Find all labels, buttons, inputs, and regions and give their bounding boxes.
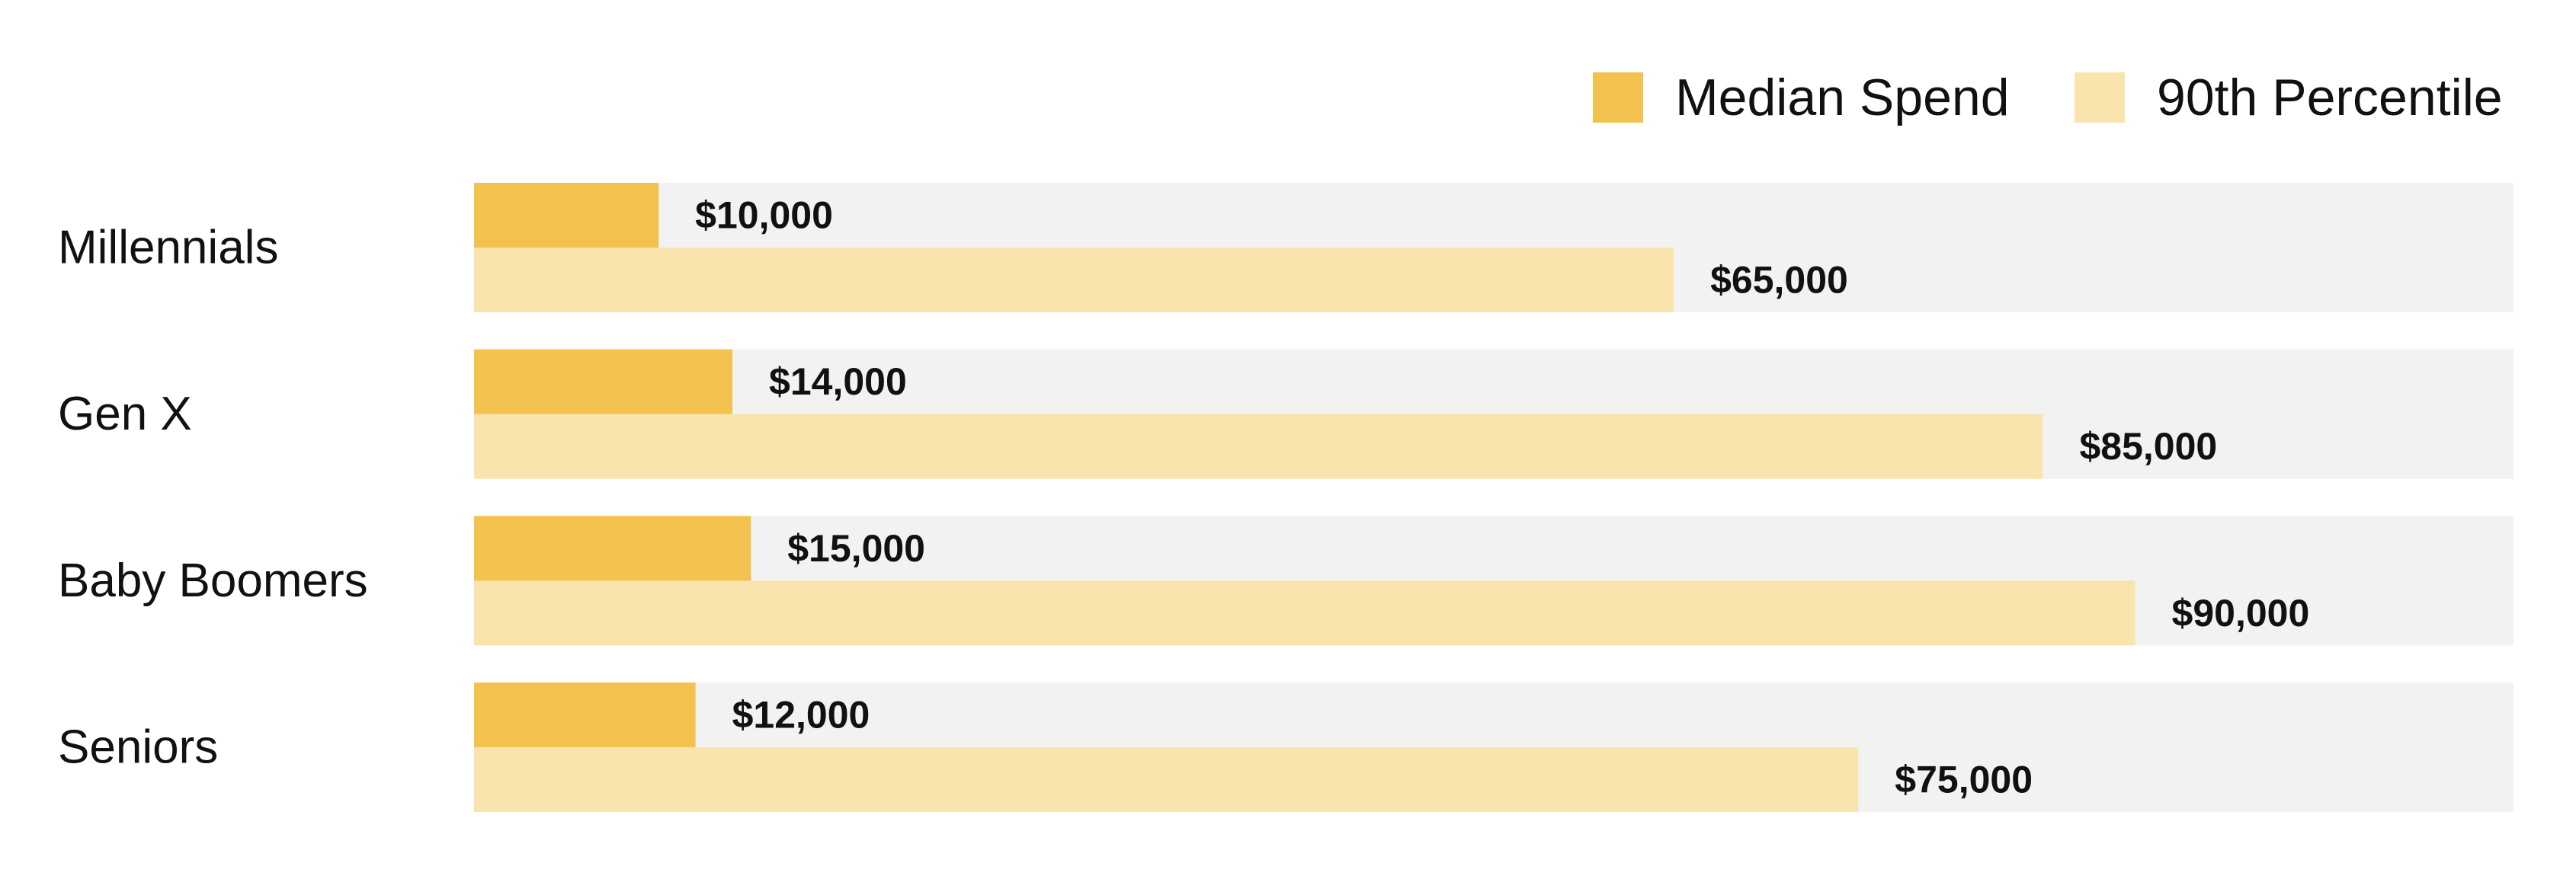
value-label: $14,000	[769, 360, 907, 403]
category-label: Seniors	[58, 721, 218, 774]
value-label: $65,000	[1710, 259, 1848, 302]
category-label: Gen X	[58, 388, 192, 440]
legend-swatch	[1593, 72, 1643, 123]
legend: Median Spend 90th Percentile	[1593, 69, 2503, 126]
legend-swatch	[2075, 72, 2125, 123]
legend-label: 90th Percentile	[2157, 69, 2503, 126]
bar-median-spend	[474, 682, 696, 748]
bars	[474, 183, 2135, 813]
bar-90th-percentile	[474, 747, 1859, 813]
category-label: Millennials	[58, 222, 278, 274]
labels: Millennials $10,000 $65,000 Gen X $14,000 $85…	[58, 194, 2309, 801]
value-label: $85,000	[2079, 425, 2217, 468]
value-label: $12,000	[732, 694, 870, 737]
bar-90th-percentile	[474, 414, 2043, 479]
category-label: Baby Boomers	[58, 555, 368, 607]
bar-90th-percentile	[474, 580, 2135, 646]
legend-label: Median Spend	[1675, 69, 2010, 126]
bar-median-spend	[474, 183, 659, 248]
value-label: $10,000	[695, 194, 833, 237]
bar-90th-percentile	[474, 248, 1674, 312]
bar-median-spend	[474, 516, 751, 581]
value-label: $75,000	[1895, 759, 2033, 801]
value-label: $90,000	[2172, 592, 2310, 634]
bar-median-spend	[474, 349, 733, 414]
value-label: $15,000	[787, 527, 925, 570]
